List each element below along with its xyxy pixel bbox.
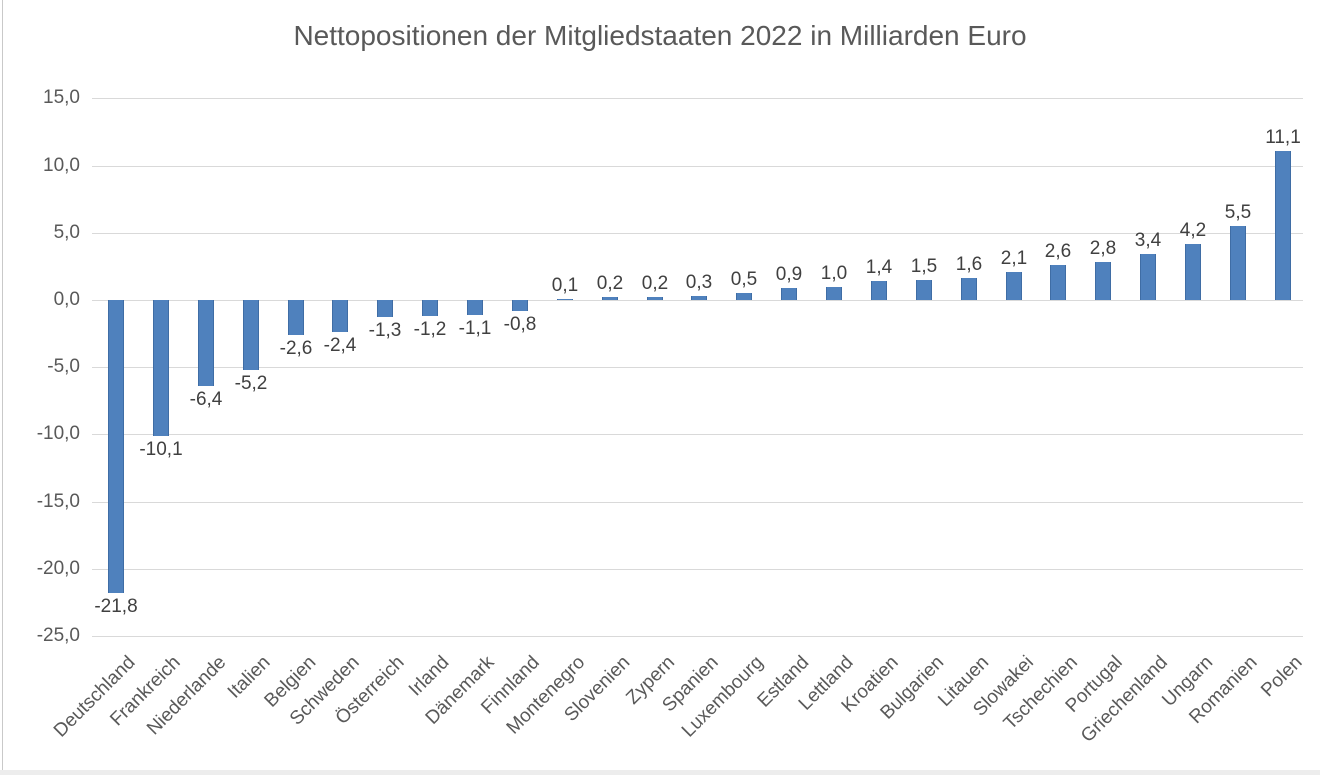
value-label: -2,4 — [323, 335, 357, 356]
gridline — [92, 434, 1303, 435]
gridline — [92, 502, 1303, 503]
bar — [1050, 265, 1066, 300]
value-label: -2,6 — [279, 338, 313, 359]
y-tick-label: -10,0 — [36, 423, 80, 444]
gridline — [92, 233, 1303, 234]
value-label: 4,2 — [1179, 220, 1207, 241]
bar — [1140, 254, 1156, 300]
value-label: 3,4 — [1134, 230, 1162, 251]
gridline — [92, 98, 1303, 99]
gridline — [92, 166, 1303, 167]
chart-title: Nettopositionen der Mitgliedstaaten 2022… — [293, 20, 1027, 51]
value-label: -1,3 — [368, 320, 402, 341]
bar — [736, 293, 752, 300]
value-label: -1,2 — [413, 319, 447, 340]
bar — [916, 280, 932, 300]
window-bottom-edge — [0, 770, 1320, 775]
value-label: 0,2 — [641, 273, 669, 294]
y-tick-label: -5,0 — [47, 356, 80, 377]
value-label: 0,1 — [551, 275, 579, 296]
bar — [826, 287, 842, 300]
value-label: 5,5 — [1224, 202, 1252, 223]
bar — [1095, 262, 1111, 300]
bar — [961, 278, 977, 300]
y-tick-label: 5,0 — [53, 222, 80, 243]
y-tick-label: -20,0 — [36, 558, 80, 579]
bar — [647, 297, 663, 300]
value-label: -10,1 — [139, 439, 183, 460]
value-label: 1,0 — [820, 263, 848, 284]
value-label: 0,2 — [596, 273, 624, 294]
value-label: -1,1 — [458, 318, 492, 339]
bar — [1185, 244, 1201, 300]
bar — [108, 300, 124, 593]
bar — [557, 299, 573, 300]
value-label: 2,6 — [1044, 241, 1072, 262]
bar — [153, 300, 169, 436]
bar — [198, 300, 214, 386]
value-label: 1,4 — [865, 257, 893, 278]
bar — [871, 281, 887, 300]
gridline — [92, 569, 1303, 570]
bar — [332, 300, 348, 332]
y-tick-label: -25,0 — [36, 625, 80, 646]
window-left-edge — [2, 0, 3, 775]
bar — [781, 288, 797, 300]
value-label: 0,3 — [685, 272, 713, 293]
gridline — [92, 300, 1303, 301]
y-tick-label: 10,0 — [43, 155, 80, 176]
value-label: 0,9 — [775, 264, 803, 285]
value-label: -5,2 — [234, 373, 268, 394]
gridline — [92, 636, 1303, 637]
bar — [377, 300, 393, 317]
bar — [602, 297, 618, 300]
value-label: 1,5 — [910, 256, 938, 277]
value-label: 11,1 — [1265, 127, 1301, 148]
value-label: 1,6 — [955, 254, 983, 275]
bar — [422, 300, 438, 316]
gridline — [92, 367, 1303, 368]
y-tick-label: 0,0 — [53, 289, 80, 310]
bar — [243, 300, 259, 370]
x-category-label: Polen — [1257, 652, 1307, 702]
value-label: -0,8 — [503, 314, 537, 335]
bar — [1275, 151, 1291, 300]
bar — [1230, 226, 1246, 300]
bar — [288, 300, 304, 335]
bar — [1006, 272, 1022, 300]
y-tick-label: 15,0 — [43, 87, 80, 108]
value-label: 2,8 — [1089, 238, 1117, 259]
y-tick-label: -15,0 — [36, 491, 80, 512]
bar — [512, 300, 528, 311]
value-label: 0,5 — [730, 269, 758, 290]
value-label: -21,8 — [94, 596, 138, 617]
bar — [691, 296, 707, 300]
bar — [467, 300, 483, 315]
value-label: -6,4 — [189, 389, 223, 410]
value-label: 2,1 — [1000, 248, 1028, 269]
